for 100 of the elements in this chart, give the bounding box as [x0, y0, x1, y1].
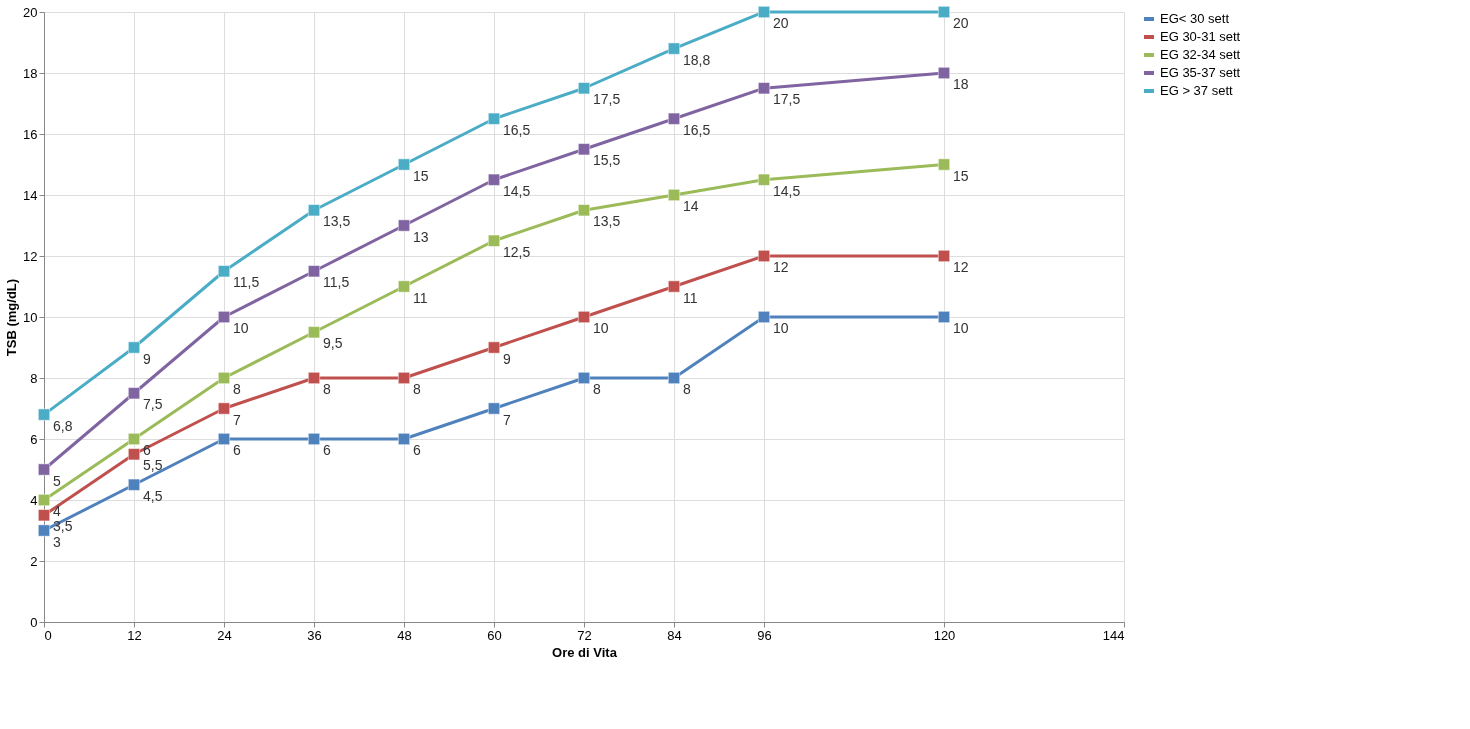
x-tick-label: 144 [1102, 627, 1125, 643]
point [668, 42, 680, 55]
point [38, 494, 50, 506]
point [398, 372, 410, 384]
data-label: 6 [413, 442, 421, 458]
y-tick-label: 14 [23, 187, 38, 203]
data-label: 6 [233, 442, 241, 458]
point [938, 311, 950, 323]
legend-label: EG 35-37 sett [1160, 65, 1241, 80]
point [38, 408, 50, 421]
y-axis-title: TSB (mg/dL) [4, 278, 20, 357]
point [398, 280, 410, 293]
data-label: 18,8 [683, 51, 711, 68]
data-label: 7 [503, 411, 511, 428]
data-label: 7 [233, 411, 241, 428]
y-tick-label: 16 [23, 126, 38, 142]
data-label: 10 [593, 320, 609, 336]
data-label: 14,5 [503, 182, 531, 199]
point [668, 280, 680, 293]
data-label: 15 [413, 167, 429, 184]
data-label: 15,5 [593, 152, 621, 169]
point [758, 6, 770, 18]
legend-label: EG 30-31 sett [1160, 29, 1241, 44]
point [308, 433, 320, 445]
point [218, 311, 230, 323]
point [758, 250, 770, 262]
point [218, 372, 230, 384]
data-label: 18 [953, 76, 969, 92]
data-label: 9 [143, 350, 151, 367]
point [398, 433, 410, 445]
data-label: 6,8 [53, 417, 73, 434]
point [668, 372, 680, 384]
point [938, 67, 950, 79]
point [758, 82, 770, 95]
point [578, 311, 590, 323]
point [668, 112, 680, 125]
data-label: 14 [683, 198, 699, 214]
data-label: 20 [953, 15, 969, 31]
x-tick-label: 48 [397, 627, 412, 643]
point [758, 173, 770, 186]
point [488, 173, 500, 186]
data-label: 8 [413, 381, 421, 397]
point [758, 311, 770, 323]
point [128, 433, 140, 445]
legend-label: EG 32-34 sett [1160, 47, 1241, 62]
x-tick-label: 36 [307, 627, 322, 643]
x-tick-label: 84 [667, 627, 682, 643]
data-label: 11 [683, 289, 698, 306]
data-label: 8 [683, 381, 691, 397]
y-tick-label: 6 [30, 431, 38, 447]
y-tick-label: 18 [23, 65, 38, 81]
point [488, 341, 500, 354]
data-label: 4 [53, 503, 61, 519]
data-label: 20 [773, 15, 789, 31]
y-tick-label: 0 [30, 614, 38, 630]
data-label: 12,5 [503, 243, 531, 260]
data-label: 7,5 [143, 396, 163, 413]
data-label: 17,5 [773, 91, 801, 108]
y-tick-label: 20 [23, 4, 38, 20]
point [578, 143, 590, 156]
point [38, 524, 50, 537]
point [578, 82, 590, 95]
point [578, 204, 590, 217]
point [38, 509, 50, 522]
legend-label: EG > 37 sett [1160, 83, 1234, 98]
data-label: 6 [323, 442, 331, 458]
point [488, 234, 500, 247]
data-label: 12 [773, 259, 789, 275]
data-label: 15 [953, 167, 969, 184]
data-label: 9 [503, 350, 511, 367]
data-label: 11,5 [323, 274, 350, 291]
point [938, 6, 950, 18]
point [218, 433, 230, 445]
data-label: 10 [953, 320, 969, 336]
x-tick-label: 72 [577, 627, 592, 643]
legend-label: EG< 30 sett [1160, 11, 1230, 26]
data-label: 3 [53, 533, 61, 550]
data-label: 8 [593, 381, 601, 397]
data-label: 10 [233, 320, 249, 336]
point [398, 158, 410, 171]
y-tick-label: 12 [23, 248, 38, 264]
point [578, 372, 590, 384]
data-label: 14,5 [773, 182, 801, 199]
point [308, 265, 320, 278]
point [488, 112, 500, 125]
data-label: 9,5 [323, 335, 343, 352]
data-label: 11,5 [233, 274, 260, 291]
point [218, 402, 230, 415]
y-tick-label: 4 [30, 492, 38, 508]
point [668, 189, 680, 201]
y-tick-label: 2 [30, 553, 38, 569]
point [128, 448, 140, 461]
data-label: 13 [413, 228, 429, 245]
point [938, 250, 950, 262]
point [218, 265, 230, 278]
x-axis-title: Ore di Vita [552, 644, 618, 660]
x-tick-label: 12 [127, 627, 142, 643]
x-tick-label: 0 [44, 627, 52, 643]
x-tick-label: 120 [933, 627, 956, 643]
point [128, 341, 140, 354]
